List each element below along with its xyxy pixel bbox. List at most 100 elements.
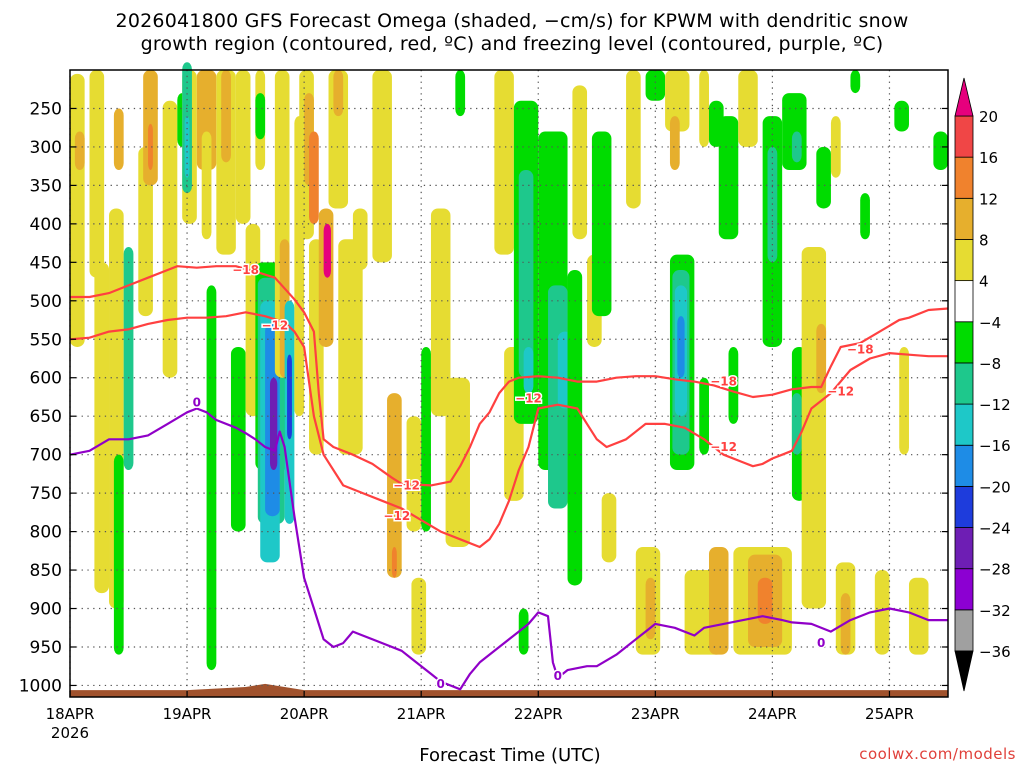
terrain-fill — [70, 683, 948, 697]
omega-cell-22 — [235, 70, 251, 224]
omega-cell-52 — [430, 208, 451, 417]
colorbar-label-8: −4 — [979, 314, 1001, 332]
contour-label-dgz-minus-18-0: −18 — [232, 263, 259, 277]
x-tick-label-22APR: 22APR — [514, 705, 563, 723]
omega-cell-58 — [518, 170, 534, 378]
omega-cell-95 — [791, 393, 802, 455]
colorbar-bottom-arrow — [954, 650, 974, 692]
x-tick-label-18APR: 18APR — [46, 705, 95, 723]
colorbar-label-2: −28 — [979, 561, 1011, 579]
contour-dgz-minus-12 — [69, 311, 948, 549]
colorbar: −36 −32 −28 −24 −20 −16 −12 −8 −4 4 8 12 16 20 — [954, 77, 1011, 692]
contour-label-dgz-minus-12-0: −12 — [261, 318, 288, 332]
omega-cell-20 — [206, 285, 217, 671]
contour-label-dgz-minus-12-2: −12 — [383, 509, 410, 523]
chart-title-line-1: 2026041800 GFS Forecast Omega (shaded, −… — [115, 10, 909, 32]
omega-cell-65 — [572, 85, 588, 240]
omega-cell-108 — [933, 131, 948, 171]
colorbar-segment-3 — [954, 485, 974, 528]
omega-cell-85 — [728, 346, 739, 424]
omega-cell-34 — [287, 354, 292, 440]
colorbar-label-5: −16 — [979, 437, 1011, 455]
x-tick-label-19APR: 19APR — [163, 705, 212, 723]
y-tick-label-800: 800 — [30, 523, 62, 543]
x-tick-label-23APR: 23APR — [631, 705, 680, 723]
contour-dgz-minus-18 — [70, 265, 949, 487]
y-tick-label-350: 350 — [30, 176, 62, 196]
contour-label-dgz-minus-12-5: −12 — [827, 385, 854, 399]
colorbar-label-10: 8 — [979, 231, 989, 249]
x-tick-label-21APR: 21APR — [397, 705, 446, 723]
omega-cell-69 — [626, 70, 641, 209]
omega-cell-10 — [148, 123, 153, 171]
plot-frame — [69, 69, 949, 698]
colorbar-segment-10 — [954, 197, 974, 240]
omega-cell-30 — [269, 377, 278, 471]
colorbar-label-3: −24 — [979, 520, 1011, 538]
omega-cell-105 — [894, 100, 909, 132]
omega-cell-64 — [567, 270, 583, 586]
contours: −18 −18 −18 −12 −12 −12 −12 −12 −12 0 0 0 0 — [69, 262, 949, 692]
omega-cell-54 — [455, 70, 466, 117]
omega-cell-1 — [74, 131, 85, 171]
omega-cell-67 — [591, 131, 612, 317]
contour-label-dgz-minus-18-2: −18 — [847, 342, 874, 356]
y-tick-label-900: 900 — [30, 600, 62, 620]
colorbar-segment-0 — [954, 609, 974, 652]
contour-label-freezing-level-1: 0 — [437, 677, 445, 691]
omega-cell-19 — [221, 70, 231, 163]
omega-cell-45 — [352, 208, 368, 271]
omega-cell-72 — [645, 70, 666, 101]
omega-cell-53 — [445, 377, 470, 547]
omega-cell-8 — [138, 146, 153, 317]
omega-cell-43 — [333, 70, 344, 117]
omega-cell-83 — [708, 546, 729, 655]
omega-cell-73 — [665, 70, 690, 132]
colorbar-segment-5 — [954, 403, 974, 446]
colorbar-segment-2 — [954, 527, 974, 570]
y-tick-label-650: 650 — [30, 407, 62, 427]
omega-cell-60 — [518, 608, 529, 655]
omega-cell-49 — [406, 416, 422, 532]
y-tick-label-600: 600 — [30, 369, 62, 389]
colorbar-label-1: −32 — [979, 602, 1011, 620]
omega-cell-106 — [899, 346, 909, 455]
colorbar-label-7: −8 — [979, 355, 1001, 373]
colorbar-segment-9 — [954, 239, 974, 282]
omega-cell-11 — [162, 100, 178, 378]
x-axis-label: Forecast Time (UTC) — [419, 745, 601, 766]
omega-cell-80 — [699, 70, 709, 147]
omega-cell-39 — [309, 131, 319, 224]
terrain — [70, 683, 948, 697]
omega-cell-78 — [677, 316, 685, 378]
omega-cell-25 — [255, 93, 266, 140]
x-tick-label-20APR: 20APR — [280, 705, 329, 723]
omega-cell-103 — [860, 193, 870, 240]
colorbar-segment-12 — [954, 115, 974, 158]
chart-title-line-2: growth region (contoured, red, ºC) and f… — [140, 33, 884, 55]
colorbar-label-4: −20 — [979, 478, 1011, 496]
omega-cell-47 — [387, 393, 402, 578]
omega-cell-2 — [89, 70, 105, 278]
omega-cell-89 — [757, 577, 773, 624]
y-tick-label-1000: 1000 — [19, 676, 62, 696]
omega-cell-17 — [201, 131, 212, 240]
colorbar-label-6: −12 — [979, 396, 1011, 414]
y-tick-label-950: 950 — [30, 638, 62, 658]
colorbar-top-arrow — [954, 77, 974, 117]
omega-cell-5 — [113, 108, 124, 171]
x-tick-label-24APR: 24APR — [748, 705, 797, 723]
omega-cell-21 — [230, 346, 246, 532]
axes: 250 300 350 400 450 500 550 600 650 700 750 800 850 9… — [19, 69, 949, 742]
omega-cell-59 — [523, 346, 534, 394]
colorbar-label-9: 4 — [979, 273, 989, 291]
credit-text: coolwx.com/models — [859, 745, 1016, 763]
colorbar-segment-8 — [954, 280, 974, 323]
omega-cell-97 — [816, 323, 827, 394]
x-tick-label-25APR: 25APR — [865, 705, 914, 723]
x-tick-sublabel-year: 2026 — [51, 724, 89, 742]
y-tick-label-700: 700 — [30, 446, 62, 466]
contour-label-freezing-level-0: 0 — [193, 395, 201, 409]
colorbar-segment-1 — [954, 568, 974, 611]
